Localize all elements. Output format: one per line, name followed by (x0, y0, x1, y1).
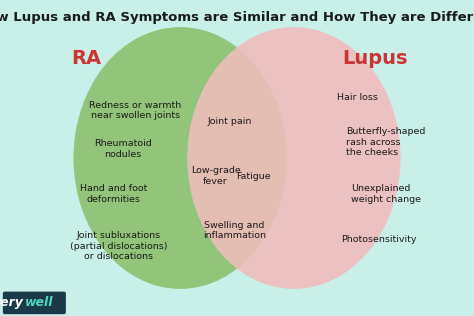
Ellipse shape (187, 27, 401, 289)
Text: Unexplained
weight change: Unexplained weight change (351, 185, 421, 204)
Text: Low-grade
fever: Low-grade fever (191, 166, 240, 186)
Text: Swelling and
inflammation: Swelling and inflammation (203, 221, 266, 240)
Text: Hand and foot
deformities: Hand and foot deformities (80, 185, 147, 204)
Text: How Lupus and RA Symptoms are Similar and How They are Different: How Lupus and RA Symptoms are Similar an… (0, 11, 474, 24)
Text: very: very (0, 296, 23, 309)
Text: Hair loss: Hair loss (337, 93, 377, 101)
Text: RA: RA (71, 49, 101, 68)
Text: Redness or warmth
near swollen joints: Redness or warmth near swollen joints (89, 101, 181, 120)
Ellipse shape (73, 27, 287, 289)
Text: Butterfly-shaped
rash across
the cheeks: Butterfly-shaped rash across the cheeks (346, 127, 425, 157)
Text: Fatigue: Fatigue (236, 172, 271, 180)
Text: Lupus: Lupus (342, 49, 408, 68)
FancyBboxPatch shape (3, 292, 66, 314)
Text: Joint pain: Joint pain (208, 117, 252, 126)
Text: Rheumatoid
nodules: Rheumatoid nodules (94, 139, 152, 159)
Text: Joint subluxations
(partial dislocations)
or dislocations: Joint subluxations (partial dislocations… (70, 231, 167, 261)
Text: Photosensitivity: Photosensitivity (341, 235, 417, 244)
Text: well: well (25, 296, 53, 309)
